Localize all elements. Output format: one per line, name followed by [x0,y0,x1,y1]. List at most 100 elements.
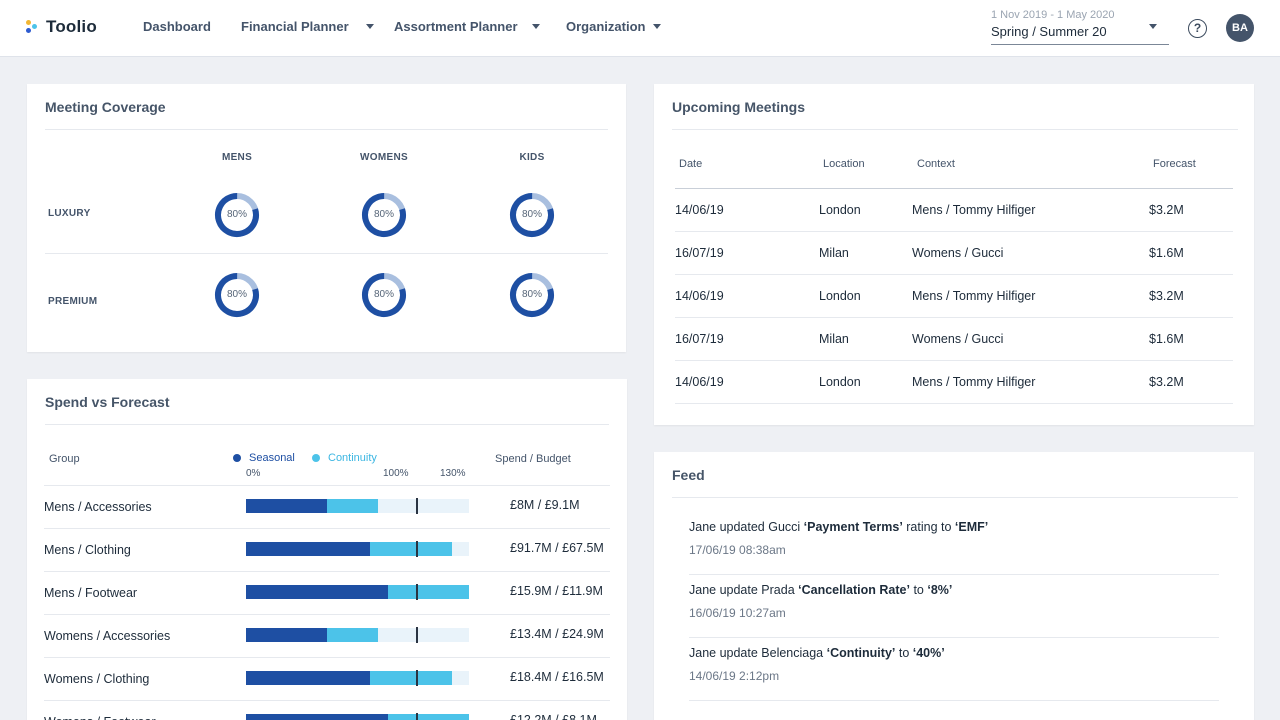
feed-timestamp: 16/06/19 10:27am [689,606,786,620]
column-header-spend-budget: Spend / Budget [495,453,571,465]
continuity-segment [388,714,469,720]
spend-bar [246,541,469,557]
feed-text: Jane update Prada ‘Cancellation Rate’ to… [689,583,1219,597]
logo-dot-yellow [26,20,31,25]
divider [45,424,609,425]
meeting-context: Womens / Gucci [912,332,1004,346]
table-row[interactable]: 14/06/19 London Mens / Tommy Hilfiger $3.2M [675,189,1233,232]
card-title: Spend vs Forecast [45,394,170,410]
coverage-donut-label: 80% [373,209,394,220]
table-row[interactable]: Womens / Accessories £13.4M / £24.9M [44,614,610,657]
coverage-donut[interactable]: 80% [509,192,555,238]
scale-min: 0% [246,468,261,479]
table-row[interactable]: 16/07/19 Milan Womens / Gucci $1.6M [675,232,1233,275]
coverage-donut-label: 80% [373,289,394,300]
meeting-forecast: $3.2M [1149,375,1184,389]
season-value: Spring / Summer 20 [991,24,1107,39]
spend-budget-value: £15.9M / £11.9M [510,584,603,598]
nav-assortment-planner[interactable]: Assortment Planner [394,19,540,34]
spend-budget-value: £18.4M / £16.5M [510,670,604,684]
coverage-donut-label: 80% [226,209,247,220]
coverage-donut[interactable]: 80% [214,192,260,238]
chevron-down-icon [531,24,540,29]
coverage-donut-label: 80% [521,209,542,220]
table-row[interactable]: 16/07/19 Milan Womens / Gucci $1.6M [675,318,1233,361]
upcoming-meetings-card: Upcoming Meetings [654,84,1254,425]
table-row[interactable]: Mens / Footwear £15.9M / £11.9M [44,571,610,614]
group-name: Mens / Accessories [44,500,152,514]
feed-text-actor: Jane updated Gucci [689,520,804,534]
meeting-location: London [819,203,861,217]
budget-marker [416,627,418,643]
continuity-segment [388,585,469,599]
meeting-date: 16/07/19 [675,246,724,260]
nav-financial-planner-label: Financial Planner [241,19,349,34]
divider [45,129,608,130]
meeting-date: 16/07/19 [675,332,724,346]
nav-dashboard-label: Dashboard [143,19,211,34]
table-row[interactable]: 14/06/19 London Mens / Tommy Hilfiger $3.2M [675,275,1233,318]
avatar[interactable]: BA [1226,14,1254,42]
meeting-context: Mens / Tommy Hilfiger [912,289,1036,303]
budget-marker [416,584,418,600]
seasonal-segment [246,585,388,599]
season-date-range: 1 Nov 2019 - 1 May 2020 [991,9,1115,21]
table-row[interactable]: Mens / Clothing £91.7M / £67.5M [44,528,610,571]
seasonal-segment [246,671,370,685]
seasonal-segment [246,542,370,556]
card-title: Feed [672,467,705,483]
logo-mark-icon [26,20,40,34]
legend-dot-icon [312,454,320,462]
seasonal-segment [246,499,327,513]
season-select[interactable]: 1 Nov 2019 - 1 May 2020 Spring / Summer … [991,9,1169,45]
group-name: Womens / Accessories [44,629,171,643]
donut-ring [362,193,406,237]
feed-text: Jane update Belenciaga ‘Continuity’ to ‘… [689,646,1219,660]
meeting-date: 14/06/19 [675,375,724,389]
app-logo[interactable]: Toolio [26,17,97,37]
meeting-location: London [819,375,861,389]
list-item[interactable]: Jane update Belenciaga ‘Continuity’ to ‘… [689,646,1219,701]
legend-seasonal[interactable]: Seasonal [233,452,295,464]
continuity-segment [327,628,378,642]
meeting-location: Milan [819,332,849,346]
row-header-premium: PREMIUM [48,296,98,307]
meeting-context: Mens / Tommy Hilfiger [912,375,1036,389]
meeting-coverage-card: Meeting Coverage MENS WOMENS KIDS LUXURY… [27,84,626,352]
spend-budget-value: £13.4M / £24.9M [510,627,604,641]
table-row[interactable]: Womens / Clothing £18.4M / £16.5M [44,657,610,700]
table-row[interactable]: 14/06/19 London Mens / Tommy Hilfiger $3.2M [675,361,1233,404]
coverage-donut[interactable]: 80% [361,192,407,238]
spend-budget-value: £91.7M / £67.5M [510,541,604,555]
divider [672,129,1238,130]
meeting-context: Mens / Tommy Hilfiger [912,203,1036,217]
spend-bar [246,670,469,686]
spend-budget-value: £12.2M / £8.1M [510,713,597,720]
meeting-forecast: $3.2M [1149,289,1184,303]
seasonal-segment [246,628,327,642]
table-row[interactable]: Mens / Accessories £8M / £9.1M [44,485,610,528]
nav-organization[interactable]: Organization [566,19,662,34]
nav-dashboard[interactable]: Dashboard [143,19,211,34]
feed-text-actor: Jane update Belenciaga [689,646,827,660]
feed-new-value: ‘40%’ [912,646,945,660]
list-item[interactable]: Jane update Prada ‘Cancellation Rate’ to… [689,583,1219,638]
feed-new-value: ‘8%’ [927,583,953,597]
list-item[interactable]: Jane updated Gucci ‘Payment Terms’ ratin… [689,520,1219,575]
spend-bar [246,584,469,600]
nav-financial-planner[interactable]: Financial Planner [241,19,374,34]
donut-ring [215,273,259,317]
column-header-forecast: Forecast [1153,158,1196,170]
table-row[interactable]: Womens / Footwear £12.2M / £8.1M [44,700,610,720]
chevron-down-icon [653,24,662,29]
coverage-donut[interactable]: 80% [509,272,555,318]
group-name: Mens / Footwear [44,586,138,600]
legend-continuity[interactable]: Continuity [312,452,377,464]
budget-marker [416,713,418,720]
divider [45,253,608,254]
spend-bar [246,627,469,643]
legend-continuity-label: Continuity [328,452,377,464]
coverage-donut[interactable]: 80% [361,272,407,318]
help-circle-icon[interactable]: ? [1188,19,1207,38]
coverage-donut[interactable]: 80% [214,272,260,318]
